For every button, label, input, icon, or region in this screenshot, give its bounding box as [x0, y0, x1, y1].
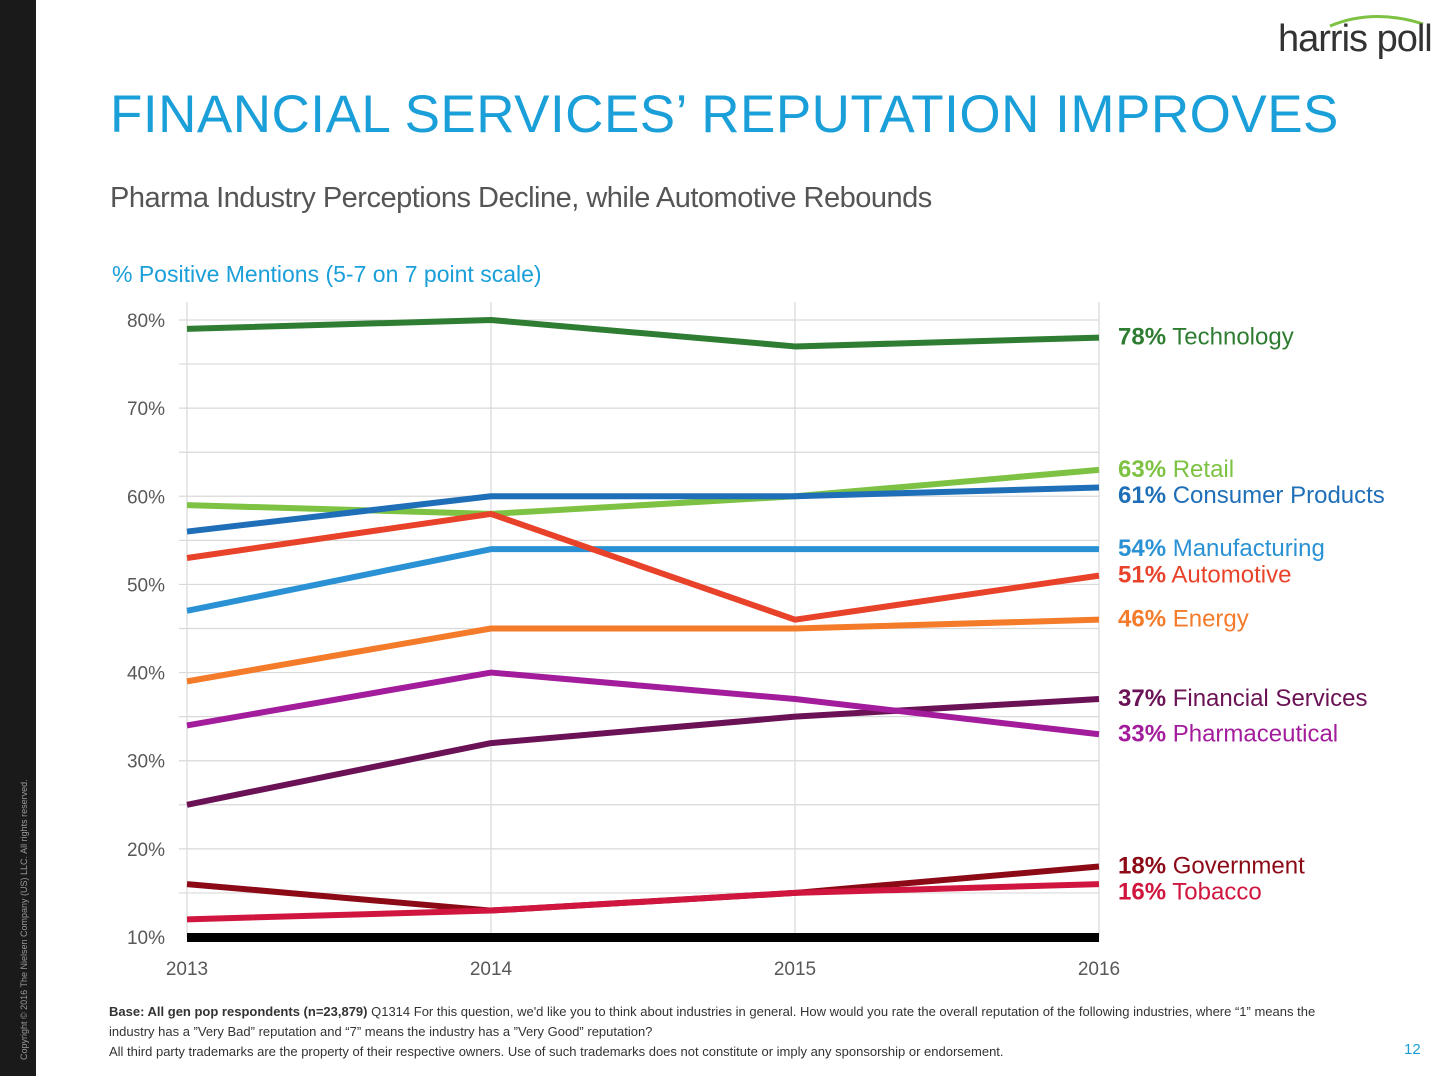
series-end-label: 63% Retail	[1118, 456, 1234, 483]
series-line-retail	[186, 466, 1100, 517]
series-end-value: 18%	[1118, 852, 1166, 879]
series-end-value: 63%	[1118, 456, 1166, 483]
y-tick-label: 40%	[127, 664, 165, 685]
logo-arc-icon	[1329, 15, 1424, 28]
series-end-label: 51% Automotive	[1118, 562, 1291, 589]
y-tick-label: 50%	[127, 575, 165, 596]
series-end-label: 61% Consumer Products	[1118, 482, 1385, 509]
x-tick-label: 2015	[774, 959, 816, 980]
series-end-label: 33% Pharmaceutical	[1118, 720, 1338, 747]
series-end-label: 54% Manufacturing	[1118, 535, 1325, 562]
series-end-label: 37% Financial Services	[1118, 685, 1367, 712]
footnote-base: Base: All gen pop respondents (n=23,879)…	[109, 1002, 1359, 1042]
series-end-name: Retail	[1166, 456, 1234, 483]
y-tick-label: 10%	[127, 928, 165, 949]
x-tick-label: 2016	[1078, 959, 1120, 980]
page-subtitle: Pharma Industry Perceptions Decline, whi…	[110, 182, 932, 214]
series-line-financial-services	[186, 696, 1100, 808]
footnote-trademarks: All third party trademarks are the prope…	[109, 1044, 1004, 1059]
series-line-pharmaceutical	[186, 669, 1100, 738]
series-end-name: Tobacco	[1166, 878, 1262, 905]
side-strip	[0, 0, 36, 1076]
series-end-label: 16% Tobacco	[1118, 878, 1262, 905]
line-chart: 10% 20% 30% 40% 50% 60% 70% 80% 2013 2014 2015 2016…	[127, 302, 1385, 980]
x-tick-label: 2013	[166, 959, 208, 980]
logo-text: harris poll	[1278, 18, 1433, 60]
footnote-question: Q1314 For this question, we'd like you t…	[109, 1004, 1316, 1039]
harris-poll-logo: harris poll	[1278, 10, 1433, 62]
series-end-value: 46%	[1118, 606, 1166, 633]
footnote: Base: All gen pop respondents (n=23,879)…	[109, 1002, 1359, 1062]
series-line-technology	[186, 317, 1100, 350]
series-line-automotive	[186, 510, 1100, 623]
series-line-energy	[186, 616, 1100, 685]
series-end-name: Manufacturing	[1166, 535, 1325, 562]
y-tick-label: 60%	[127, 487, 165, 508]
y-tick-label: 20%	[127, 840, 165, 861]
series-end-label: 18% Government	[1118, 852, 1305, 879]
footnote-base-bold: Base: All gen pop respondents (n=23,879)	[109, 1004, 368, 1019]
grid-layer	[179, 302, 1100, 937]
series-end-name: Government	[1166, 852, 1305, 879]
series-end-value: 78%	[1118, 324, 1166, 351]
axis-layer: 10% 20% 30% 40% 50% 60% 70% 80% 2013 2014 2015 2016	[127, 311, 1120, 980]
y-tick-label: 80%	[127, 311, 165, 332]
series-line-tobacco	[186, 881, 1100, 923]
page-number: 12	[1404, 1041, 1421, 1058]
series-end-name: Automotive	[1166, 562, 1291, 589]
series-end-value: 37%	[1118, 685, 1166, 712]
series-end-value: 33%	[1118, 720, 1166, 747]
series-end-value: 16%	[1118, 878, 1166, 905]
series-end-name: Financial Services	[1166, 685, 1367, 712]
series-end-name: Technology	[1166, 324, 1294, 351]
series-end-value: 51%	[1118, 562, 1166, 589]
series-end-value: 54%	[1118, 535, 1166, 562]
series-end-name: Consumer Products	[1166, 482, 1385, 509]
series-end-value: 61%	[1118, 482, 1166, 509]
chart-caption: % Positive Mentions (5-7 on 7 point scal…	[112, 261, 542, 287]
y-tick-label: 30%	[127, 752, 165, 773]
x-axis-baseline	[187, 933, 1099, 942]
series-end-name: Pharmaceutical	[1166, 720, 1338, 747]
series-line-consumer-products	[186, 484, 1100, 535]
series-layer	[186, 317, 1100, 923]
page-title: FINANCIAL SERVICES’ REPUTATION IMPROVES	[110, 85, 1339, 144]
series-end-label: 46% Energy	[1118, 606, 1249, 633]
series-end-name: Energy	[1166, 606, 1249, 633]
y-tick-label: 70%	[127, 399, 165, 420]
series-line-manufacturing	[186, 546, 1099, 614]
x-tick-label: 2014	[470, 959, 513, 980]
series-end-label: 78% Technology	[1118, 324, 1294, 351]
